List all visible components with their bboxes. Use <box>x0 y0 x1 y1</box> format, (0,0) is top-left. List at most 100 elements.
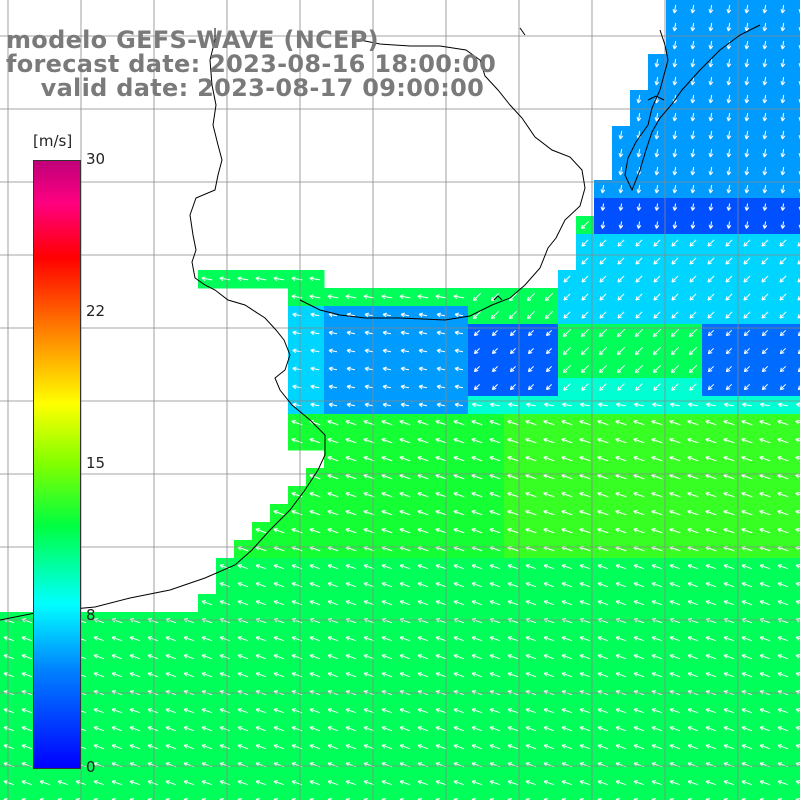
wind-arrow <box>726 112 732 122</box>
wind-arrow <box>543 402 554 408</box>
wind-cell <box>162 792 181 800</box>
wind-arrow <box>780 4 786 14</box>
wind-arrow <box>653 239 661 247</box>
wind-arrow <box>473 330 480 337</box>
wind-arrow <box>688 346 698 356</box>
wind-arrow <box>291 438 303 444</box>
wind-cell <box>612 792 631 800</box>
wind-arrow <box>723 726 735 732</box>
wind-arrow <box>399 438 411 444</box>
wind-arrow <box>273 672 285 678</box>
wind-arrow <box>363 456 375 462</box>
wind-arrow <box>435 726 447 732</box>
wind-arrow <box>618 130 624 140</box>
wind-arrow <box>780 94 786 104</box>
wind-arrow <box>129 708 141 714</box>
wind-arrow <box>237 744 249 750</box>
wind-arrow <box>597 492 609 498</box>
wind-arrow <box>777 564 789 570</box>
wind-arrow <box>93 726 105 732</box>
wind-arrow <box>219 636 231 642</box>
wind-arrow <box>777 636 789 642</box>
wind-arrow <box>454 330 464 336</box>
wind-arrow <box>618 221 624 229</box>
wind-arrow <box>636 203 642 211</box>
wind-arrow <box>615 438 627 444</box>
wind-arrow <box>651 654 663 660</box>
wind-arrow <box>761 365 769 373</box>
wind-arrow <box>705 510 717 516</box>
wind-arrow <box>743 275 751 283</box>
wind-arrow <box>651 528 663 534</box>
wind-arrow <box>615 636 627 642</box>
wind-arrow <box>507 780 519 786</box>
wind-arrow <box>777 708 789 714</box>
wind-arrow <box>780 221 786 229</box>
colorbar <box>33 160 81 769</box>
wind-arrow <box>654 166 660 176</box>
wind-arrow <box>381 420 393 426</box>
wind-cell <box>792 702 800 721</box>
wind-cell <box>144 792 163 800</box>
wind-arrow <box>418 330 428 336</box>
wind-arrow <box>201 636 213 642</box>
wind-cell <box>414 792 433 800</box>
wind-cell <box>792 306 800 325</box>
wind-arrow <box>201 672 213 678</box>
wind-arrow <box>795 726 800 731</box>
wind-arrow <box>3 780 15 786</box>
wind-arrow <box>797 331 800 337</box>
wind-arrow <box>741 402 752 408</box>
wind-arrow <box>669 510 681 516</box>
wind-arrow <box>563 383 571 391</box>
wind-arrow <box>741 456 753 462</box>
wind-arrow <box>705 402 716 408</box>
wind-arrow <box>508 310 518 320</box>
wind-arrow <box>795 402 800 408</box>
wind-arrow <box>687 744 699 750</box>
wind-arrow <box>615 420 627 426</box>
wind-arrow <box>669 708 681 714</box>
wind-arrow <box>725 275 733 283</box>
wind-arrow <box>688 328 698 338</box>
wind-arrow <box>779 329 787 337</box>
wind-arrow <box>651 744 663 750</box>
wind-arrow <box>741 726 753 732</box>
wind-arrow <box>525 492 537 498</box>
wind-arrow <box>543 438 555 444</box>
wind-arrow <box>651 564 663 570</box>
wind-arrow <box>581 311 589 319</box>
wind-arrow <box>509 348 516 355</box>
wind-arrow <box>417 744 429 750</box>
wind-arrow <box>687 600 699 606</box>
wind-arrow <box>780 76 786 86</box>
wind-arrow <box>436 348 446 354</box>
wind-arrow <box>201 780 213 786</box>
wind-arrow <box>726 4 732 14</box>
wind-arrow <box>561 654 573 660</box>
wind-cell <box>792 450 800 469</box>
wind-cell <box>792 756 800 775</box>
wind-arrow <box>509 384 516 391</box>
wind-arrow <box>327 474 339 480</box>
wind-arrow <box>705 672 717 678</box>
wind-arrow <box>561 564 573 570</box>
wind-arrow <box>309 672 321 678</box>
wind-arrow <box>507 438 519 444</box>
wind-arrow <box>597 510 609 516</box>
wind-arrow <box>726 58 732 68</box>
wind-cell <box>792 414 800 433</box>
wind-cell <box>504 792 523 800</box>
wind-arrow <box>705 492 717 498</box>
wind-arrow <box>669 780 681 786</box>
wind-cell <box>702 792 721 800</box>
wind-arrow <box>507 582 519 588</box>
wind-arrow <box>525 780 537 786</box>
wind-cell <box>90 792 109 800</box>
wind-arrow <box>309 528 321 534</box>
wind-arrow <box>671 239 679 247</box>
wind-arrow <box>597 474 609 480</box>
wind-arrow <box>364 384 374 390</box>
wind-arrow <box>543 492 555 498</box>
